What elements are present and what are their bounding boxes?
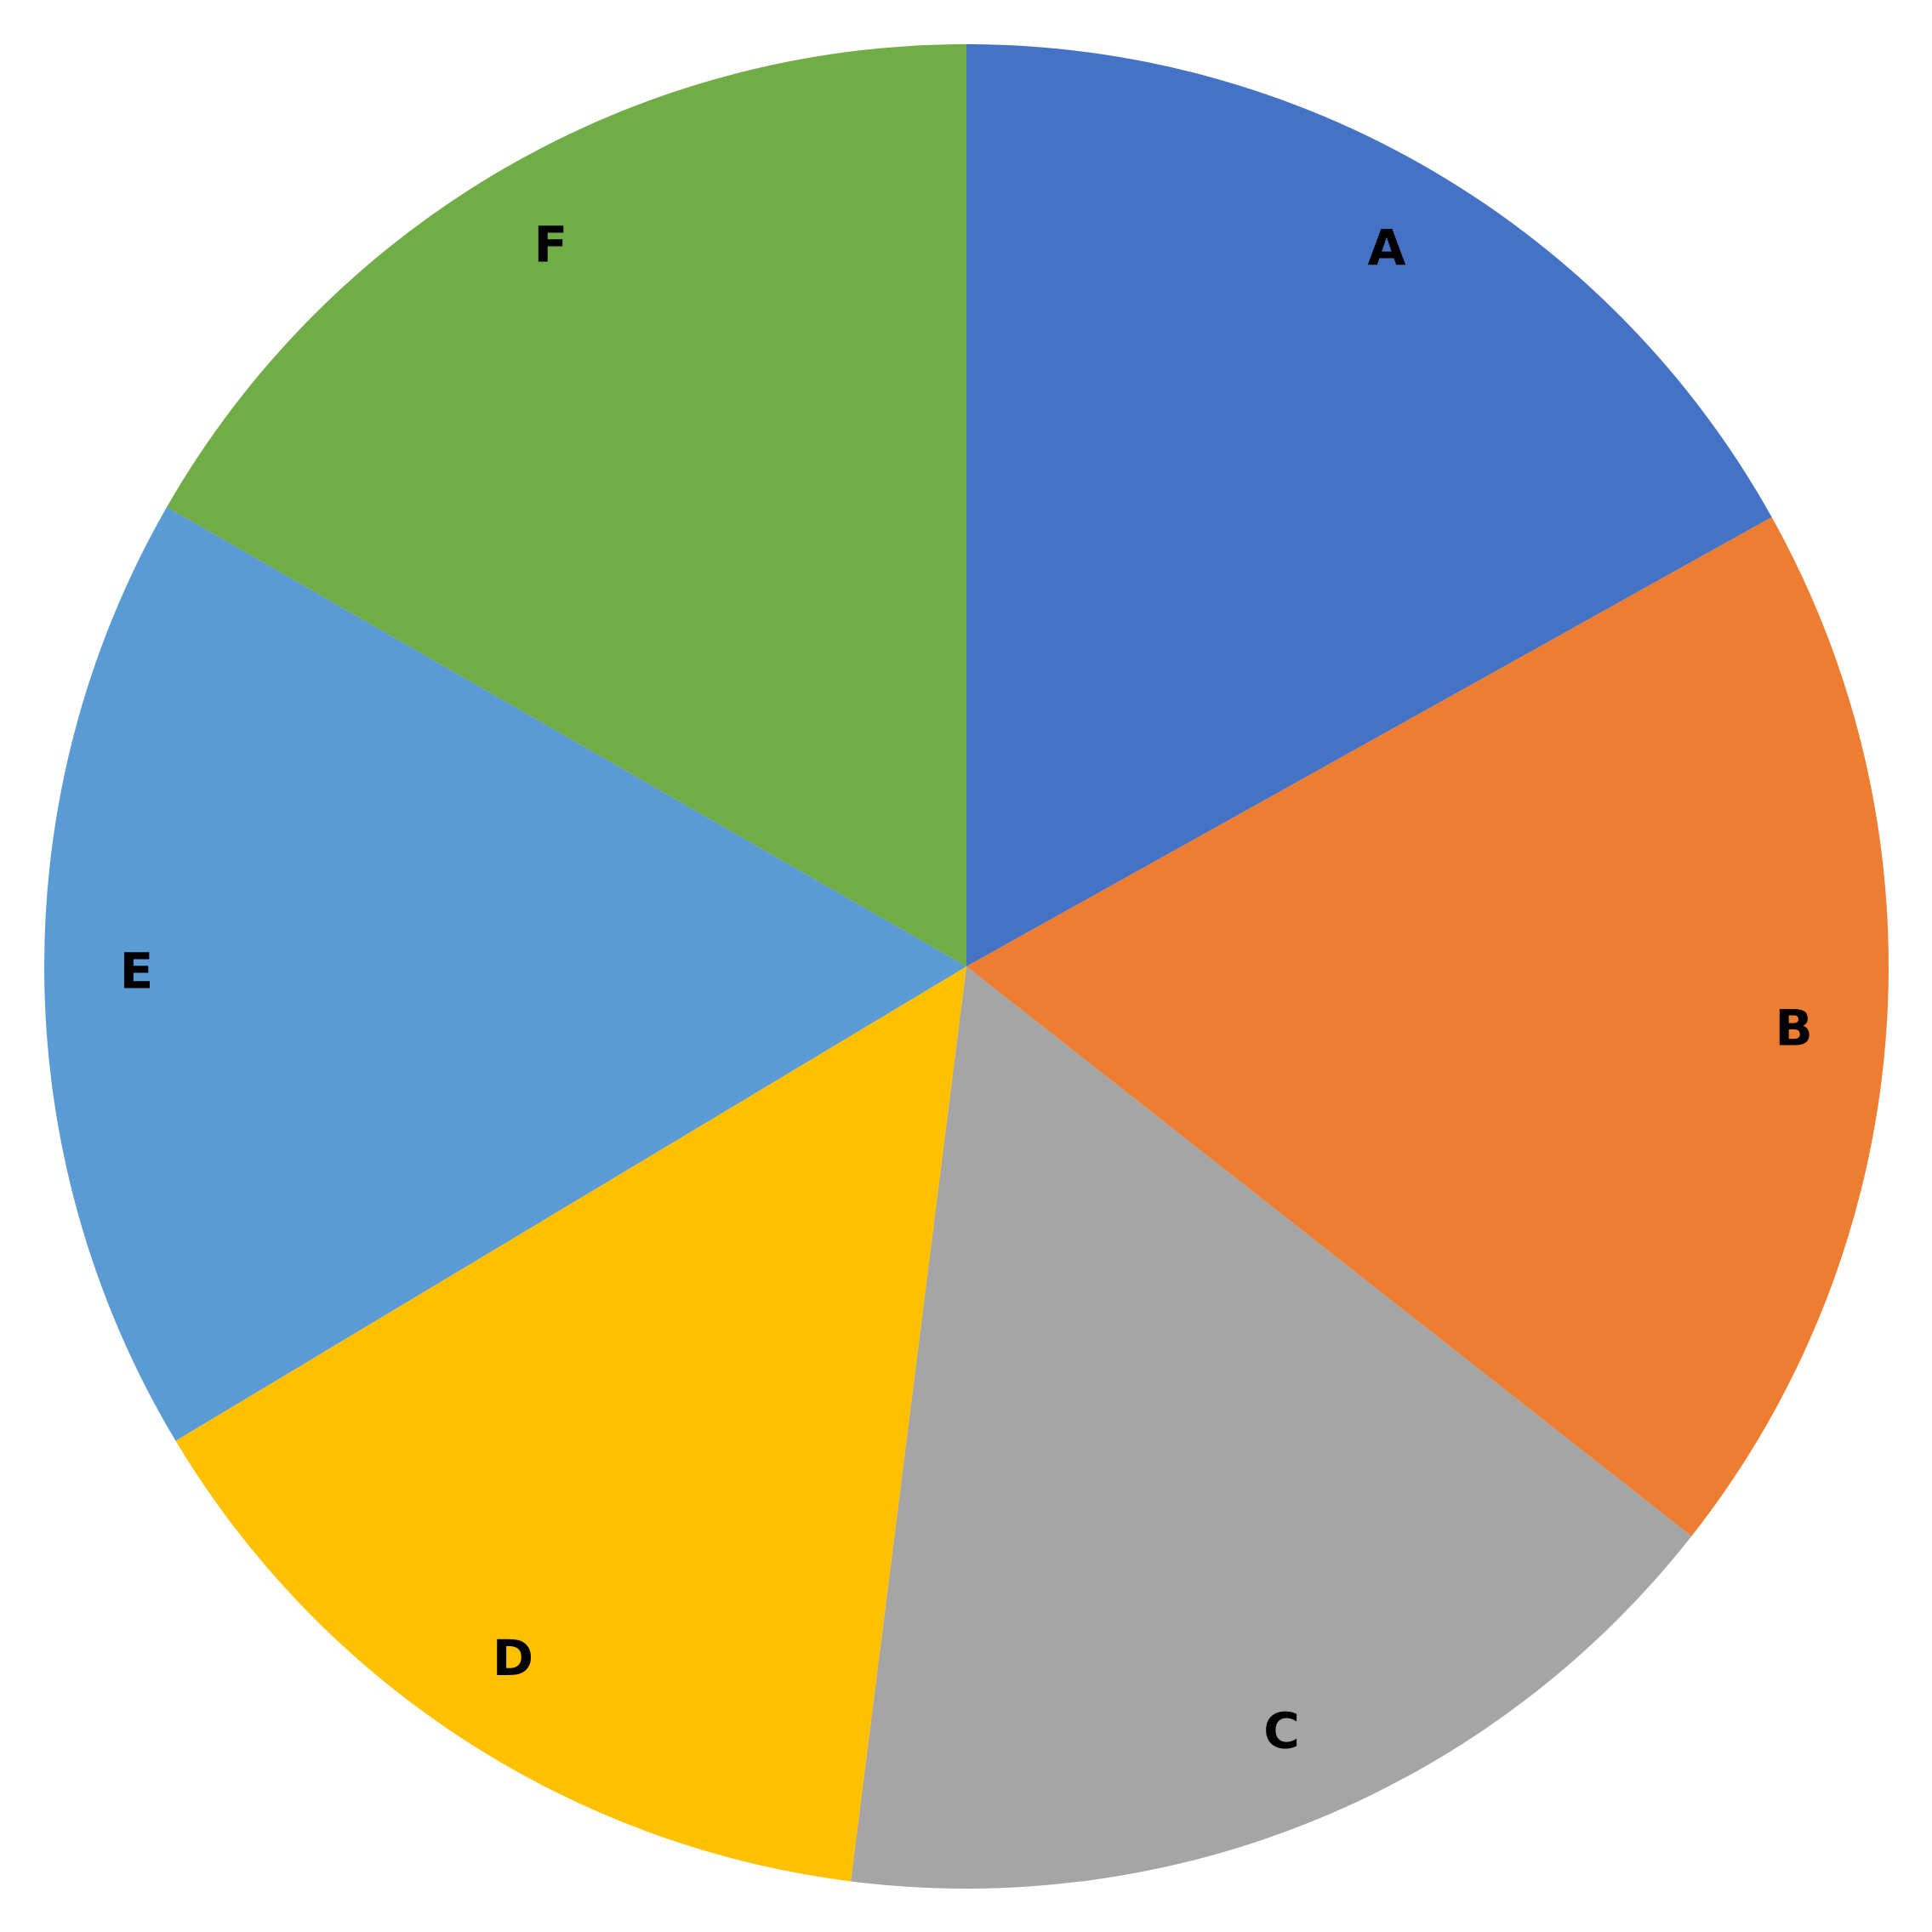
pie-slice: [43, 506, 966, 1441]
slice-label: B: [1775, 1000, 1812, 1057]
pie-slice: [167, 43, 967, 966]
pie-slice: [175, 966, 966, 1882]
pie-slice: [966, 516, 1889, 1536]
slice-label: E: [120, 942, 154, 1000]
pie-slice: [966, 44, 1772, 966]
slice-label: C: [1263, 1702, 1300, 1760]
pie-slice: [851, 966, 1692, 1889]
slice-label: F: [534, 216, 568, 274]
slice-label: D: [493, 1629, 533, 1687]
slice-label: A: [1368, 219, 1406, 276]
